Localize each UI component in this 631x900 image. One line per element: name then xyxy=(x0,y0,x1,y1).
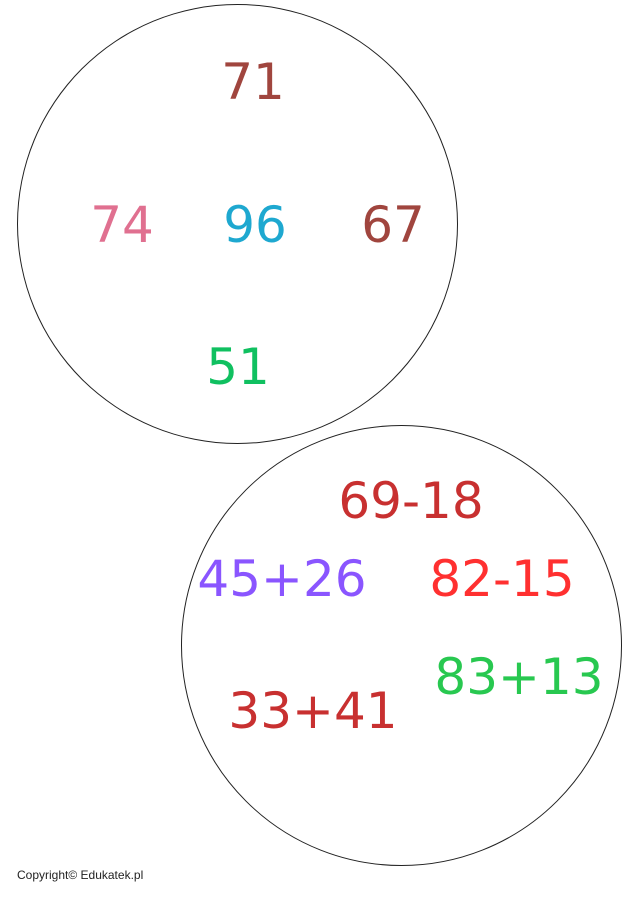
result-number: 74 xyxy=(90,196,154,254)
expression: 45+26 xyxy=(197,550,367,608)
result-number: 67 xyxy=(361,196,425,254)
expression: 33+41 xyxy=(228,682,398,740)
results-circle xyxy=(17,4,458,444)
expression: 83+13 xyxy=(434,648,604,706)
expression: 69-18 xyxy=(338,472,484,530)
expression: 82-15 xyxy=(429,550,575,608)
expressions-circle xyxy=(181,425,622,866)
result-number: 51 xyxy=(206,338,270,396)
result-number: 71 xyxy=(221,53,285,111)
result-number: 96 xyxy=(223,196,287,254)
copyright-text: Copyright© Edukatek.pl xyxy=(17,868,144,882)
